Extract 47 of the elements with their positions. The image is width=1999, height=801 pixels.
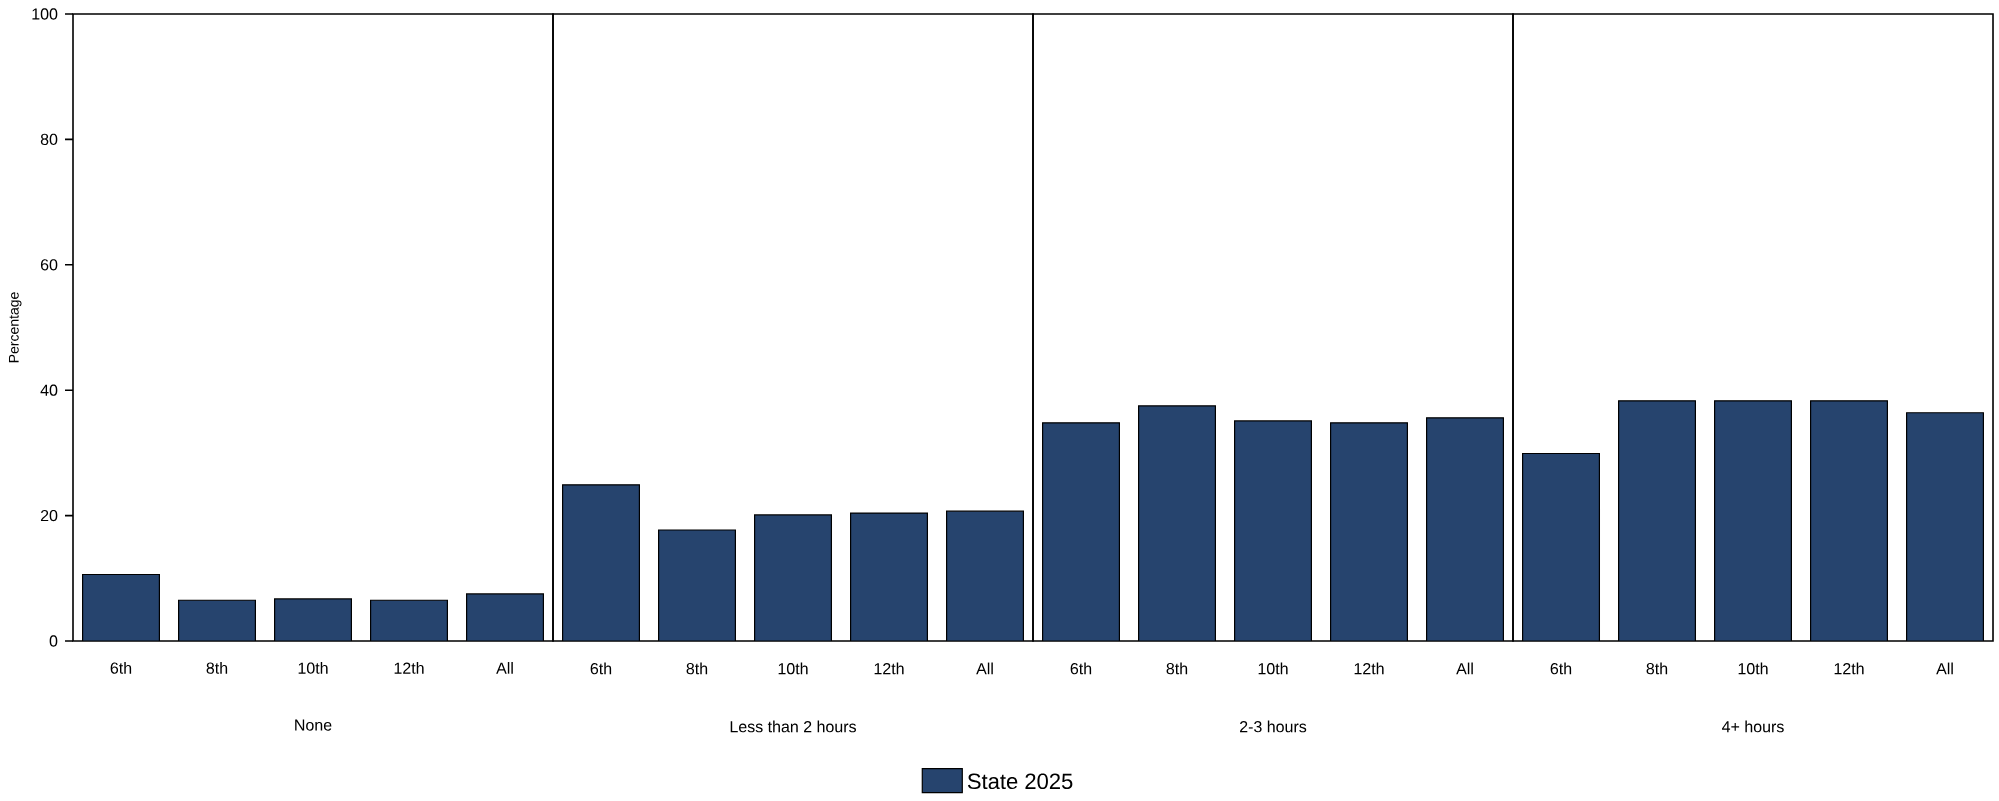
x-tick-label: 10th xyxy=(298,662,328,674)
x-tick-label: 12th xyxy=(1834,662,1864,675)
bar xyxy=(1426,417,1504,641)
bar xyxy=(274,598,352,641)
bar xyxy=(1042,422,1120,641)
bar xyxy=(754,514,832,641)
bar xyxy=(1234,420,1312,641)
y-tick-label: 60 xyxy=(40,259,58,271)
bar xyxy=(562,484,640,641)
bar xyxy=(946,510,1024,641)
x-tick-label: 10th xyxy=(778,662,808,675)
x-tick-label: All xyxy=(1936,662,1953,675)
x-tick-label: All xyxy=(496,662,513,674)
legend-label: State 2025 xyxy=(967,773,1073,790)
bar xyxy=(178,600,256,641)
bar xyxy=(82,574,160,641)
bar xyxy=(850,513,928,641)
y-axis-title: Percentage xyxy=(8,292,22,363)
x-tick-label: 8th xyxy=(206,662,228,674)
x-tick-label: 12th xyxy=(394,662,424,674)
x-tick-label: 12th xyxy=(874,662,904,675)
x-tick-label: 8th xyxy=(1646,662,1668,675)
x-tick-label: 6th xyxy=(1070,662,1092,675)
x-axis-title: None xyxy=(295,719,332,731)
y-tick-label: 40 xyxy=(40,384,58,396)
x-tick-label: 6th xyxy=(110,662,132,674)
x-tick-label: 6th xyxy=(1550,662,1572,675)
bar xyxy=(1330,422,1408,641)
x-axis-title: 2-3 hours xyxy=(1240,720,1307,733)
x-axis-title: 4+ hours xyxy=(1722,720,1784,733)
x-tick-label: 10th xyxy=(1738,662,1768,675)
bar xyxy=(466,593,545,641)
y-tick-label: 20 xyxy=(40,509,58,522)
bar xyxy=(658,530,736,641)
bar xyxy=(1138,405,1216,641)
y-tick-label: 0 xyxy=(49,635,58,647)
x-tick-label: All xyxy=(1456,662,1473,675)
x-axis-title: Less than 2 hours xyxy=(730,720,857,733)
x-tick-label: 10th xyxy=(1258,662,1288,675)
y-tick-label: 100 xyxy=(32,8,58,20)
x-tick-label: All xyxy=(976,662,993,675)
x-tick-label: 6th xyxy=(590,662,612,675)
x-tick-label: 8th xyxy=(686,662,708,675)
x-tick-label: 8th xyxy=(1166,662,1188,675)
x-tick-label: 12th xyxy=(1354,662,1384,675)
y-tick-label: 80 xyxy=(40,133,58,146)
bar xyxy=(370,600,448,641)
